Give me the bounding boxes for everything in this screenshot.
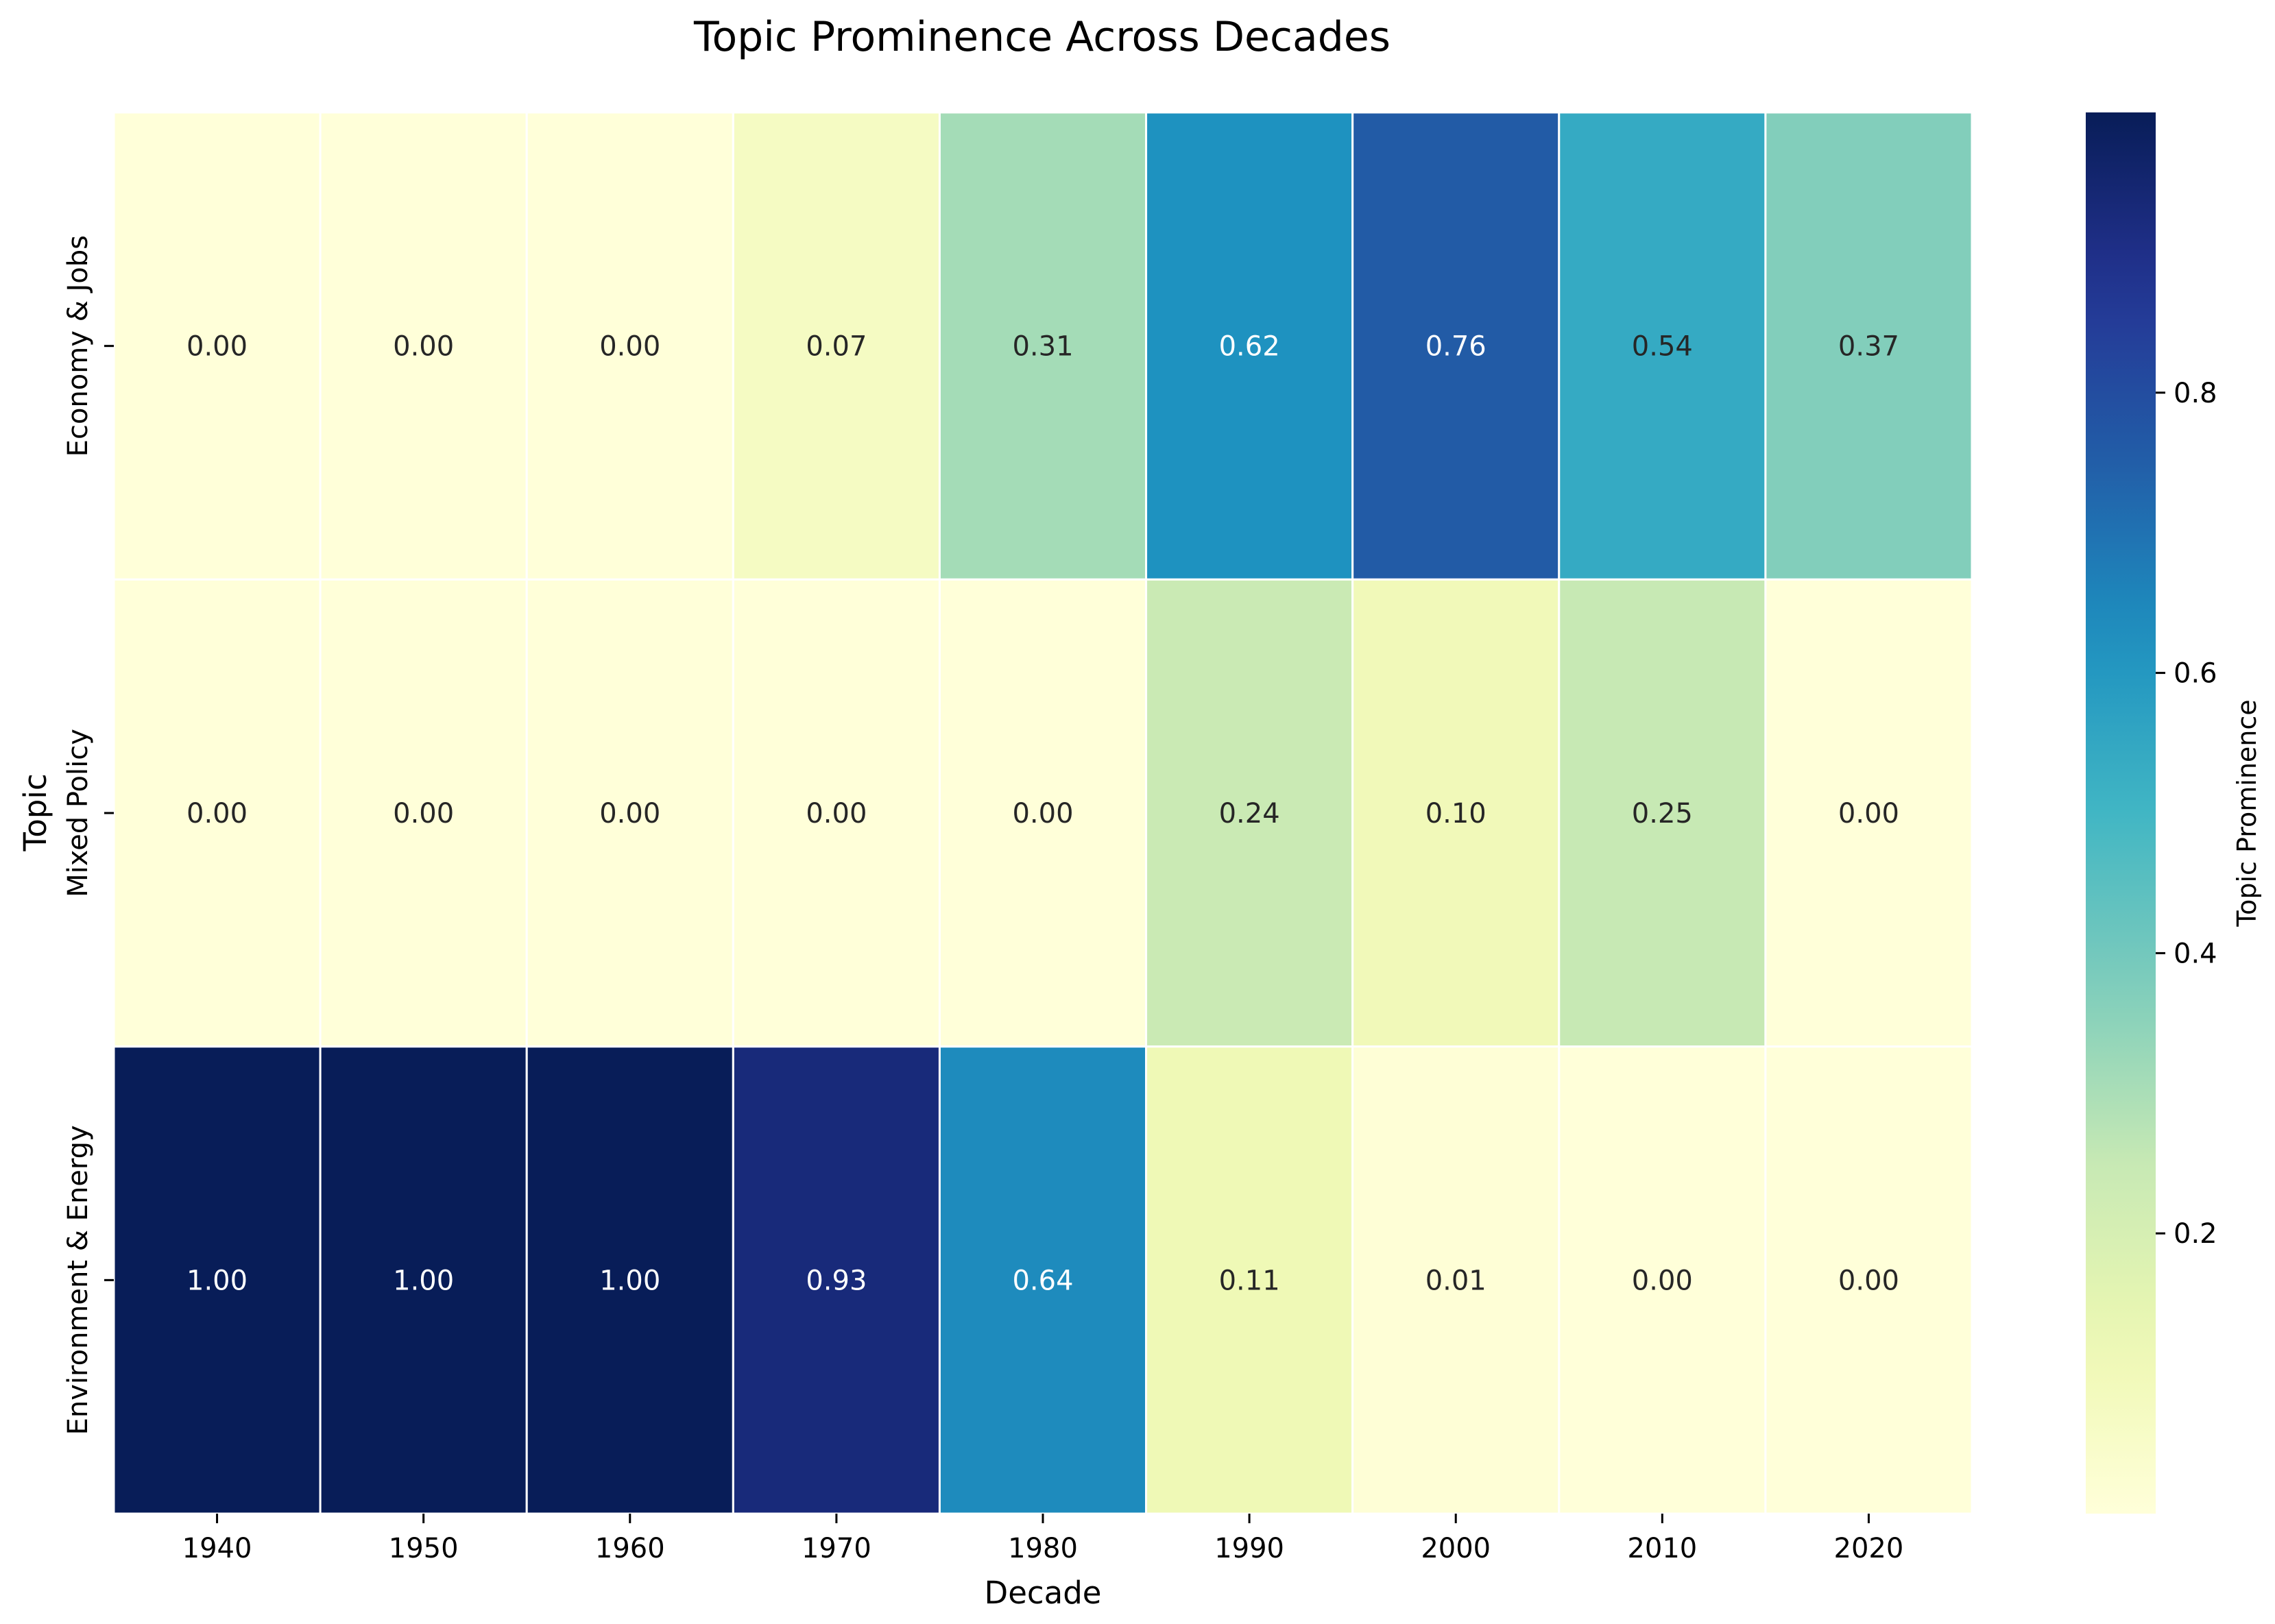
colorbar-ticks: 0.2 0.4 0.6 0.8 bbox=[2156, 378, 2217, 1250]
y-tick-label: Environment & Energy bbox=[62, 1125, 94, 1435]
cell-value-label: 0.01 bbox=[1425, 1265, 1486, 1296]
cell-value-label: 0.54 bbox=[1632, 331, 1693, 363]
y-tick-label: Mixed Policy bbox=[62, 729, 94, 897]
x-axis-label: Decade bbox=[985, 1575, 1102, 1611]
cell-value-label: 1.00 bbox=[599, 1265, 660, 1296]
cell-value-label: 0.93 bbox=[806, 1265, 867, 1296]
cell-value-label: 0.11 bbox=[1219, 1265, 1280, 1296]
heatmap-cell bbox=[1351, 1045, 1561, 1515]
heatmap-cell bbox=[1764, 578, 1973, 1048]
colorbar-tick-label: 0.6 bbox=[2174, 658, 2217, 690]
cell-value-label: 0.00 bbox=[186, 331, 248, 363]
heatmap-cell bbox=[938, 1045, 1148, 1515]
cell-value-label: 0.62 bbox=[1219, 331, 1280, 363]
heatmap-cells bbox=[112, 111, 1973, 1515]
x-tick-label: 1980 bbox=[1008, 1533, 1078, 1564]
x-tick-label: 1990 bbox=[1214, 1533, 1284, 1564]
colorbar-tick-label: 0.8 bbox=[2174, 378, 2217, 409]
x-tick-label: 2020 bbox=[1834, 1533, 1904, 1564]
heatmap-cell bbox=[319, 1045, 528, 1515]
heatmap-cell bbox=[938, 578, 1148, 1048]
x-axis-ticks: 1940 1950 1960 1970 1980 1990 2000 2010 2020 bbox=[182, 1514, 1904, 1564]
heatmap-cell bbox=[525, 578, 734, 1048]
x-tick-label: 1970 bbox=[802, 1533, 871, 1564]
heatmap-cell bbox=[1351, 578, 1561, 1048]
heatmap-cell bbox=[1145, 111, 1354, 581]
heatmap-cell bbox=[1558, 578, 1767, 1048]
x-tick-label: 2010 bbox=[1627, 1533, 1697, 1564]
heatmap-cell bbox=[1145, 578, 1354, 1048]
cell-value-label: 0.24 bbox=[1219, 798, 1280, 829]
heatmap-cell bbox=[732, 1045, 941, 1515]
cell-value-label: 0.07 bbox=[806, 331, 867, 363]
cell-value-label: 0.00 bbox=[806, 798, 867, 829]
cell-value-label: 0.00 bbox=[599, 331, 660, 363]
y-axis-label: Topic bbox=[17, 773, 53, 851]
cell-value-label: 1.00 bbox=[186, 1265, 248, 1296]
y-tick-label: Economy & Jobs bbox=[62, 235, 94, 457]
colorbar-tick-label: 0.2 bbox=[2174, 1218, 2217, 1250]
cell-value-label: 0.76 bbox=[1425, 331, 1486, 363]
x-tick-label: 1950 bbox=[389, 1533, 459, 1564]
cell-value-label: 0.00 bbox=[393, 331, 454, 363]
y-axis-ticks: Economy & Jobs Mixed Policy Environment & … bbox=[62, 235, 114, 1435]
cell-value-label: 0.37 bbox=[1838, 331, 1899, 363]
cell-value-label: 0.64 bbox=[1012, 1265, 1073, 1296]
cell-value-label: 0.00 bbox=[186, 798, 248, 829]
heatmap-cell bbox=[112, 1045, 322, 1515]
cell-value-label: 0.00 bbox=[1632, 1265, 1693, 1296]
heatmap-cell bbox=[112, 111, 322, 581]
cell-value-label: 0.31 bbox=[1012, 331, 1073, 363]
heatmap-cell-labels: 0.00 0.00 0.00 0.07 0.31 0.62 0.76 0.54 0.37 0.00… bbox=[186, 331, 1899, 1297]
heatmap-cell bbox=[319, 111, 528, 581]
heatmap-cell bbox=[938, 111, 1148, 581]
heatmap-cell bbox=[1558, 111, 1767, 581]
heatmap-cell bbox=[112, 578, 322, 1048]
colorbar bbox=[2086, 112, 2156, 1514]
colorbar-tick-label: 0.4 bbox=[2174, 938, 2217, 969]
x-tick-label: 1960 bbox=[595, 1533, 665, 1564]
x-tick-label: 1940 bbox=[182, 1533, 252, 1564]
heatmap-cell bbox=[1764, 1045, 1973, 1515]
chart-title: Topic Prominence Across Decades bbox=[693, 13, 1391, 61]
heatmap-cell bbox=[525, 111, 734, 581]
heatmap-cell bbox=[732, 111, 941, 581]
heatmap-cell bbox=[732, 578, 941, 1048]
cell-value-label: 1.00 bbox=[393, 1265, 454, 1296]
cell-value-label: 0.00 bbox=[1012, 798, 1073, 829]
cell-value-label: 0.10 bbox=[1425, 798, 1486, 829]
cell-value-label: 0.00 bbox=[1838, 1265, 1899, 1296]
cell-value-label: 0.00 bbox=[393, 798, 454, 829]
colorbar-label: Topic Prominence bbox=[2232, 699, 2262, 927]
cell-value-label: 0.00 bbox=[599, 798, 660, 829]
heatmap-cell bbox=[525, 1045, 734, 1515]
x-tick-label: 2000 bbox=[1421, 1533, 1491, 1564]
cell-value-label: 0.00 bbox=[1838, 798, 1899, 829]
cell-value-label: 0.25 bbox=[1632, 798, 1693, 829]
